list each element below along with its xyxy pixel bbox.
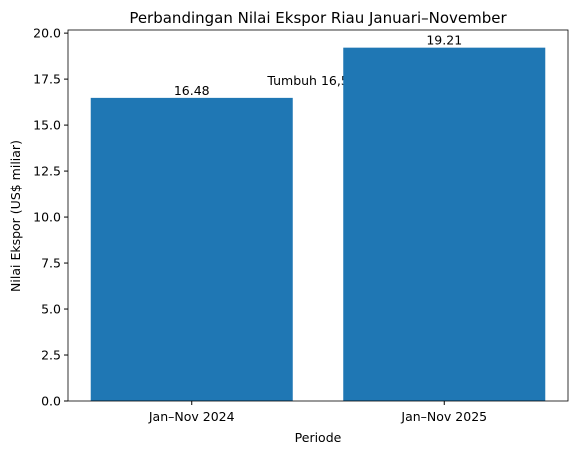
y-tick-label: 2.5 — [41, 348, 61, 363]
bar — [343, 47, 546, 402]
x-tick-label: Jan–Nov 2025 — [400, 409, 487, 424]
y-tick-label: 20.0 — [33, 26, 61, 41]
value-label: 19.21 — [426, 33, 462, 48]
value-label: 16.48 — [174, 83, 210, 98]
chart-title: Perbandingan Nilai Ekspor Riau Januari–N… — [129, 9, 507, 27]
y-tick-label: 0.0 — [41, 394, 61, 409]
y-tick-label: 17.5 — [33, 72, 61, 87]
plot-frame — [67, 29, 569, 402]
y-tick-label: 7.5 — [41, 256, 61, 271]
x-axis-label: Periode — [295, 430, 342, 445]
y-axis-label: Nilai Ekspor (US$ miliar) — [8, 140, 23, 292]
bar — [90, 97, 293, 401]
y-tick-label: 15.0 — [33, 118, 61, 133]
x-tick-label: Jan–Nov 2024 — [148, 409, 235, 424]
y-tick-label: 12.5 — [33, 164, 61, 179]
y-tick-label: 5.0 — [41, 302, 61, 317]
annotation: Tumbuh 16,55% — [266, 73, 368, 88]
y-tick-label: 10.0 — [33, 210, 61, 225]
